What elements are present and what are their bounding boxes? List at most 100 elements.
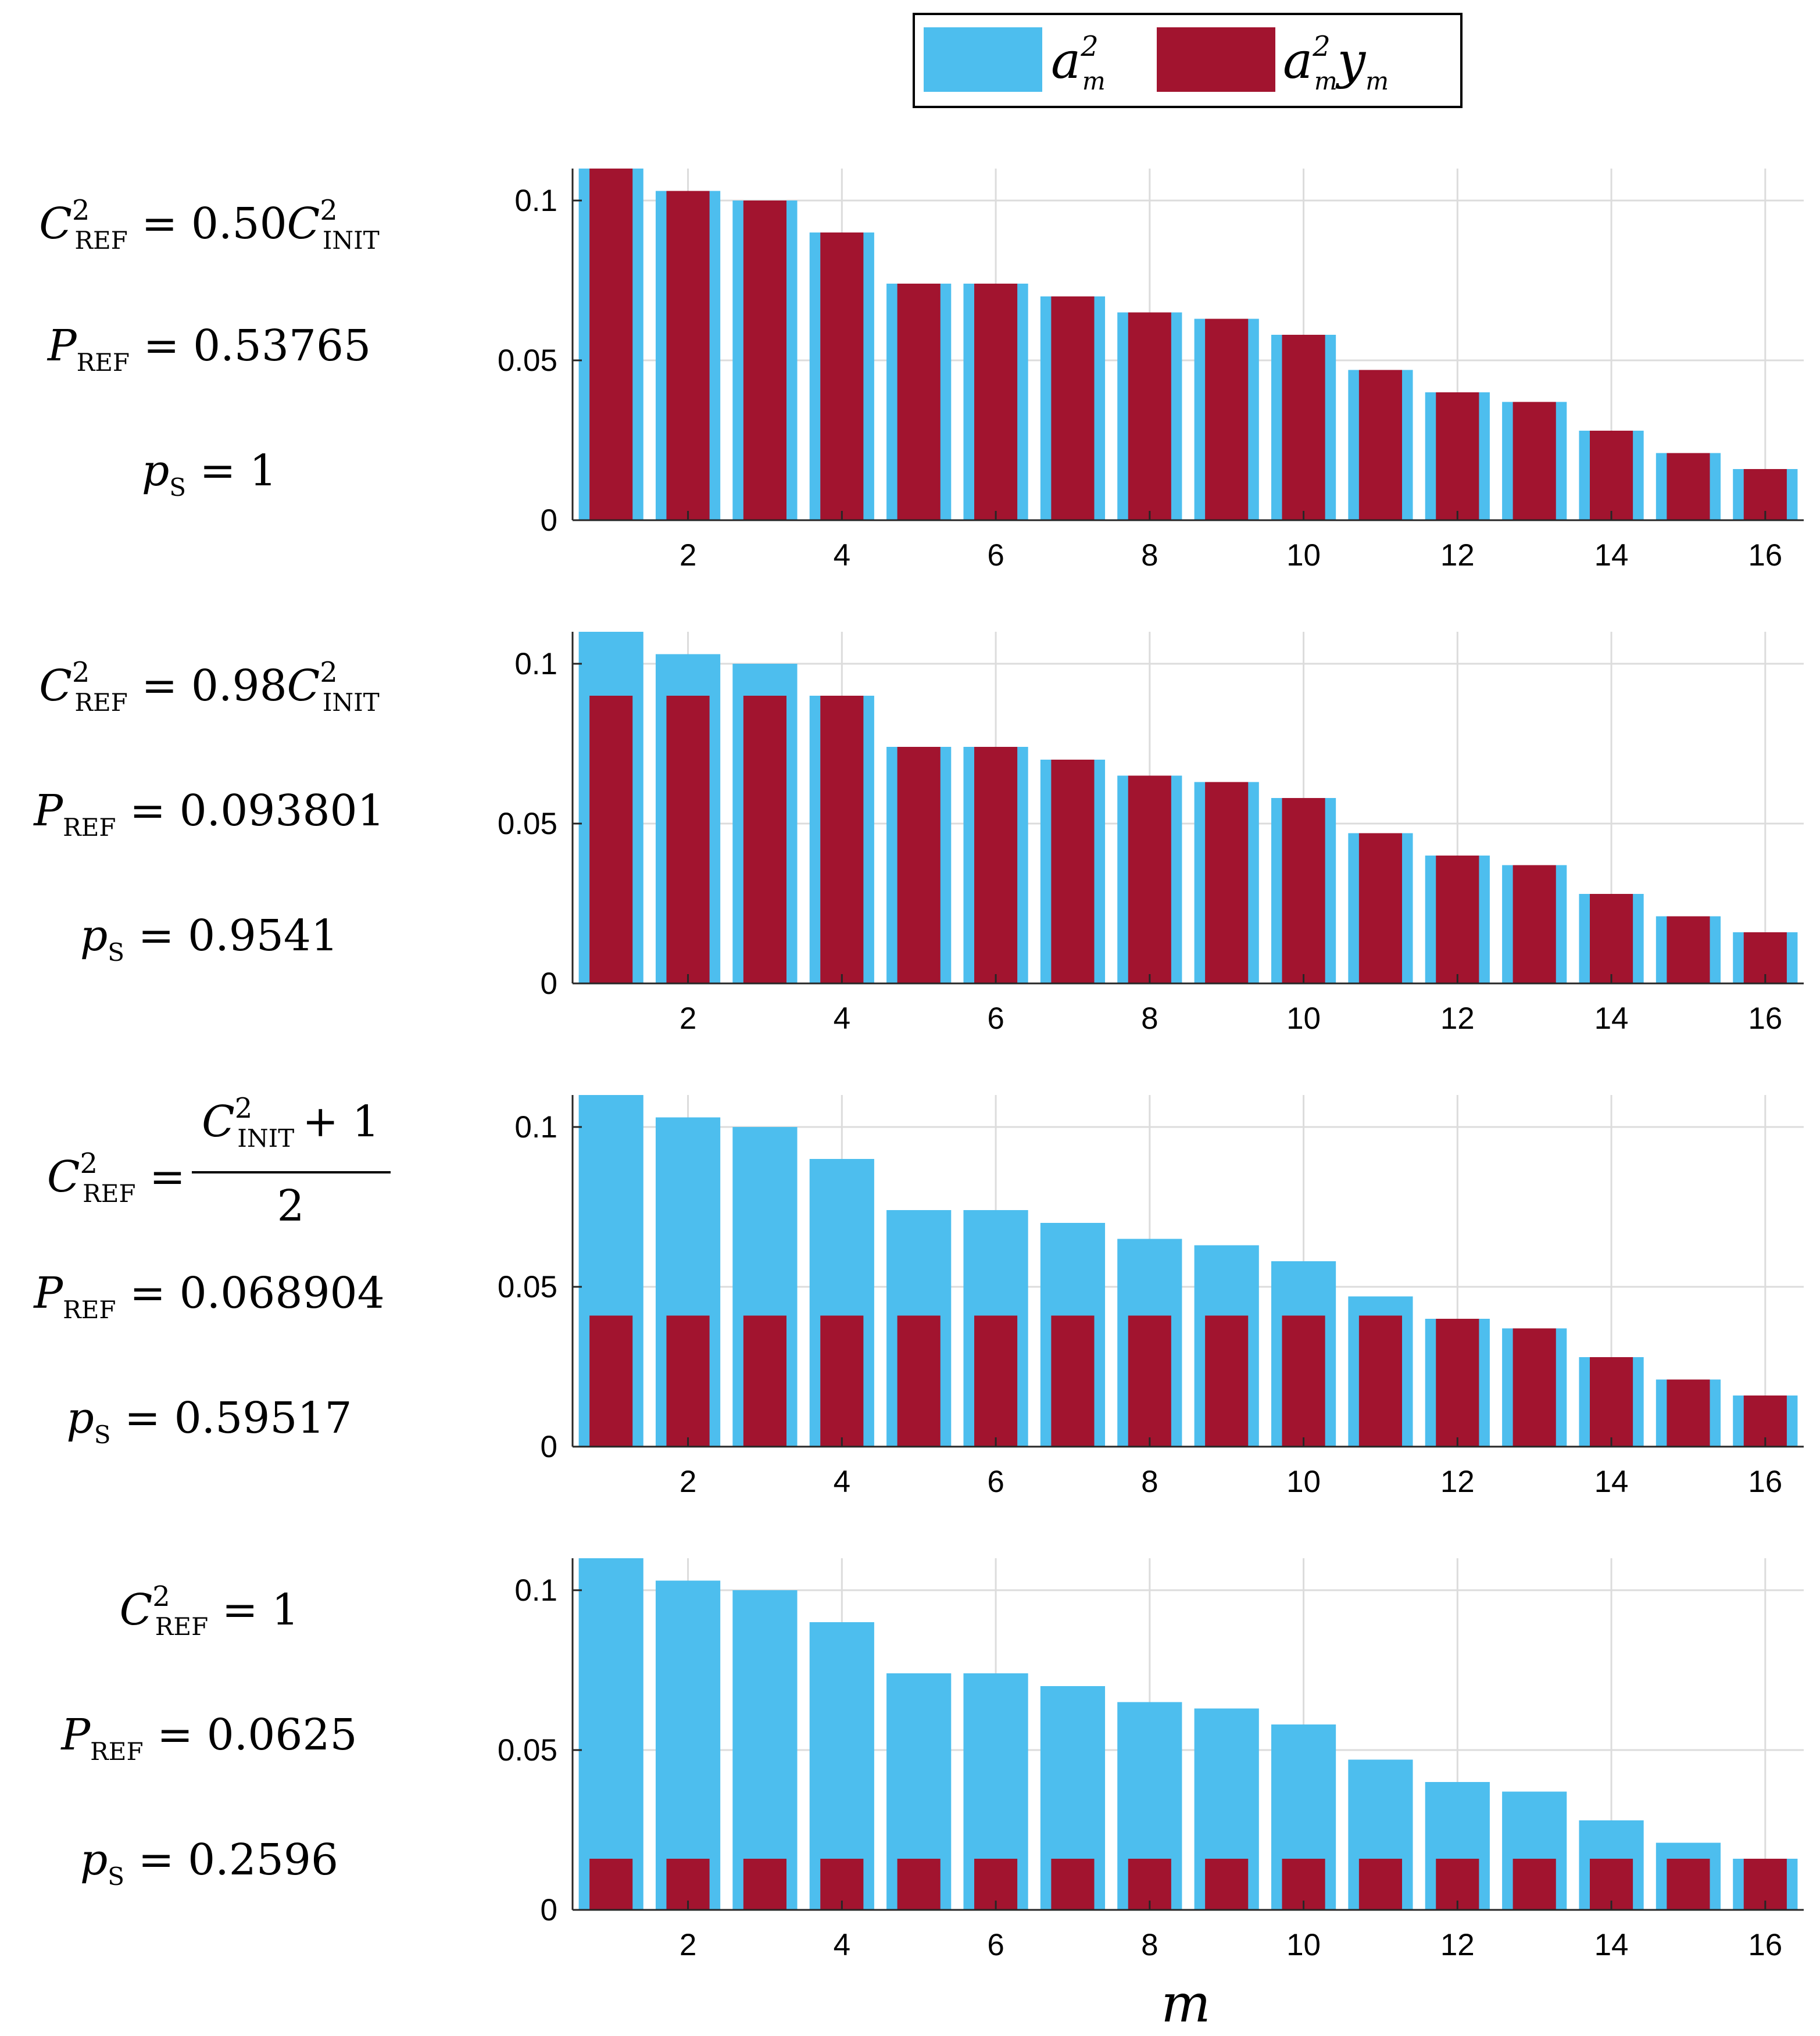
x-tick-label: 2 <box>680 1465 696 1499</box>
bar-am2ym-m3 <box>743 696 787 983</box>
x-tick-label: 14 <box>1594 538 1629 572</box>
panel3-p-ref: PREF = 0.068904 <box>33 1268 384 1324</box>
x-tick-label: 16 <box>1748 538 1782 572</box>
legend-am2-sup: 2 <box>1080 30 1099 63</box>
bar-am2ym-m15 <box>1667 916 1710 983</box>
x-tick-label: 16 <box>1748 1928 1782 1962</box>
panel4-p-sym: P <box>60 1710 91 1760</box>
panel2-p-sym: P <box>33 786 63 836</box>
panel2-p-sub: REF <box>63 813 116 842</box>
legend-am2ym-y: y <box>1335 32 1367 90</box>
y-tick-label: 0.1 <box>514 184 557 218</box>
panel3-num-sup: 2 <box>235 1092 253 1125</box>
panel3-num-extra: + 1 <box>302 1097 380 1147</box>
bar-am2ym-m7 <box>1051 760 1095 983</box>
charts: 0 0.05 0.1 2 4 6 8 10 12 14 16 0 0.05 0.1 2 4 6 8 10 12 14 16… <box>498 169 1804 1962</box>
x-tick-label: 10 <box>1286 1001 1321 1036</box>
y-tick-label: 0.05 <box>498 1270 557 1304</box>
bar-am2ym-m15 <box>1667 1859 1710 1910</box>
bar-am2ym-m6 <box>974 284 1018 520</box>
x-tick-label: 14 <box>1594 1001 1629 1036</box>
bar-am2-m3 <box>732 1590 798 1910</box>
panel3-c-sup: 2 <box>80 1147 98 1180</box>
panel1-c-sub: REF <box>74 226 127 255</box>
panel3-c-sub: REF <box>83 1179 135 1208</box>
x-tick-label: 6 <box>987 1928 1004 1962</box>
bar-am2ym-m2 <box>666 191 710 520</box>
x-tick-label: 12 <box>1440 1001 1475 1036</box>
bar-am2ym-m8 <box>1128 775 1171 983</box>
bar-am2ym-m8 <box>1128 312 1171 520</box>
panel3-p-value: 0.068904 <box>180 1268 385 1318</box>
bar-am2ym-m2 <box>666 1315 710 1447</box>
panel3-p-sub: REF <box>63 1296 116 1324</box>
y-tick-label: 0.05 <box>498 1733 557 1767</box>
bar-am2ym-m14 <box>1589 1357 1633 1447</box>
bar-am2ym-m10 <box>1282 798 1325 983</box>
bar-am2ym-m12 <box>1436 856 1479 983</box>
bar-am2ym-m3 <box>743 1315 787 1447</box>
panel3-ps-sym: p <box>66 1393 94 1443</box>
panel2-c-ref: C2 REF = 0.98C2 INIT <box>39 656 380 717</box>
bar-am2ym-m1 <box>589 696 633 983</box>
panel1-c-sup: 2 <box>72 194 90 227</box>
legend-am2ym-sub: m <box>1314 67 1338 95</box>
legend-am2ym-base: a <box>1283 32 1313 90</box>
panel2-ps-sym: p <box>80 911 108 961</box>
x-tick-label: 10 <box>1286 538 1321 572</box>
x-tick-label: 14 <box>1594 1928 1629 1962</box>
panel1-ps-sub: S <box>169 473 186 502</box>
bar-am2ym-m14 <box>1589 894 1633 983</box>
x-tick-label: 8 <box>1141 1928 1158 1962</box>
bar-am2ym-m3 <box>743 1859 787 1910</box>
bar-am2ym-m4 <box>820 696 864 983</box>
panel2-c-sup: 2 <box>72 656 90 689</box>
x-tick-label: 4 <box>834 1465 850 1499</box>
x-tick-label: 6 <box>987 538 1004 572</box>
panel1-p-sub: REF <box>77 348 130 377</box>
panel2-c-rhs-sym: C <box>287 661 320 711</box>
legend-label-am2ym: a2 mym <box>1283 30 1389 95</box>
chart-panel-3: 0 0.05 0.1 2 4 6 8 10 12 14 16 <box>498 1095 1804 1499</box>
chart-panel-2: 0 0.05 0.1 2 4 6 8 10 12 14 16 <box>498 632 1804 1036</box>
x-tick-label: 16 <box>1748 1001 1782 1036</box>
panel2-c-coef: 0.98 <box>191 661 287 711</box>
bar-am2ym-m1 <box>589 1315 633 1447</box>
equations: C2 REF = 0.50C2 INIT PREF = 0.53765 pS = 1… <box>33 194 391 1891</box>
panel3-ps: pS = 0.59517 <box>66 1393 352 1449</box>
bar-am2ym-m8 <box>1128 1315 1171 1447</box>
panel4-ps-value: 0.2596 <box>188 1835 338 1885</box>
bar-am2ym-m12 <box>1436 392 1479 520</box>
y-tick-label: 0.05 <box>498 343 557 378</box>
panel3-c-sym: C <box>47 1152 80 1202</box>
panel2-ps-sub: S <box>108 938 124 967</box>
bar-am2-m1 <box>578 1558 643 1910</box>
panel3-p-sym: P <box>33 1268 63 1318</box>
bar-am2ym-m15 <box>1667 1379 1710 1447</box>
panel1-c-rhs-sub: INIT <box>323 226 380 255</box>
bar-am2ym-m11 <box>1358 833 1403 983</box>
bar-am2ym-m13 <box>1513 1328 1556 1447</box>
panel2-ps: pS = 0.9541 <box>80 911 338 967</box>
y-tick-label: 0 <box>541 1430 557 1464</box>
legend-swatch-am2ym <box>1157 27 1275 92</box>
bar-am2ym-m13 <box>1513 402 1556 520</box>
bar-am2ym-m9 <box>1205 1315 1249 1447</box>
legend-am2-sub: m <box>1082 67 1106 95</box>
chart-panel-1: 0 0.05 0.1 2 4 6 8 10 12 14 16 <box>498 169 1804 572</box>
legend-am2ym-sup: 2 <box>1312 30 1331 63</box>
panel1-c-coef: 0.50 <box>191 199 287 249</box>
bar-am2ym-m11 <box>1358 1315 1403 1447</box>
x-tick-label: 12 <box>1440 1465 1475 1499</box>
bar-am2ym-m7 <box>1051 1859 1095 1910</box>
x-tick-label: 2 <box>680 1001 696 1036</box>
legend-label-am2: a2 m <box>1051 30 1106 95</box>
bar-am2ym-m9 <box>1205 782 1249 983</box>
panel1-c-ref: C2 REF = 0.50C2 INIT <box>39 194 380 255</box>
bar-am2ym-m10 <box>1282 335 1325 520</box>
y-tick-label: 0.1 <box>514 1573 557 1608</box>
bar-am2ym-m9 <box>1205 319 1249 520</box>
panel1-c-rhs-sup: 2 <box>320 194 338 227</box>
x-tick-label: 4 <box>834 1001 850 1036</box>
bar-am2ym-m5 <box>897 284 941 520</box>
